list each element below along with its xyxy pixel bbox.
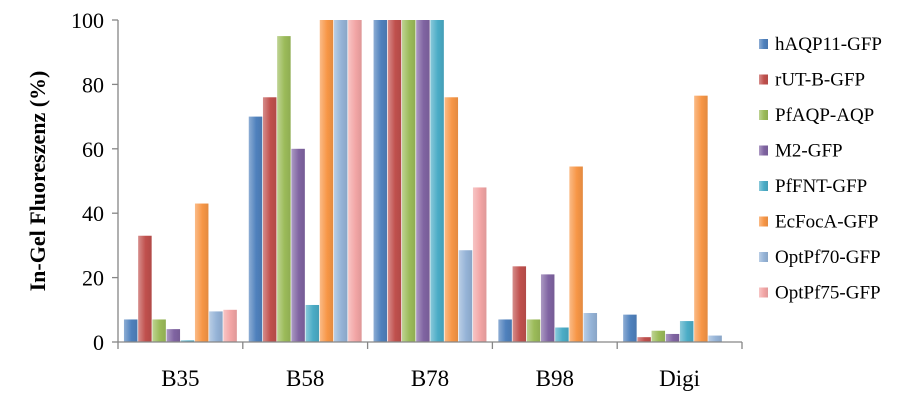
y-tick-label: 100 — [71, 8, 104, 33]
bar-rut-b-gfp-b35 — [138, 235, 152, 342]
legend: hAQP11-GFP rUT-B-GFP PfAQP-AQP M2-GFP PfFNT-… — [759, 34, 882, 304]
legend-label: EcFocA-GFP — [775, 212, 878, 233]
legend-label: hAQP11-GFP — [775, 34, 882, 55]
legend-swatch — [759, 110, 768, 120]
bar-optpf70-gfp-b58 — [333, 20, 348, 342]
legend-swatch — [759, 287, 768, 298]
legend-label: PfFNT-GFP — [775, 176, 867, 197]
bar-pfaqp-aqp-b35 — [152, 319, 166, 342]
bar-haqp11-gfp-b35 — [123, 319, 138, 342]
bar-pfaqp-aqp-b58 — [277, 36, 291, 342]
bar-rut-b-gfp-digi — [637, 337, 651, 342]
bar-m2-gfp-b98 — [540, 274, 555, 342]
legend-label: OptPf75-GFP — [775, 283, 881, 304]
bar-m2-gfp-b78 — [416, 20, 430, 342]
bar-ecfoca-gfp-b98 — [569, 166, 583, 342]
bar-optpf70-gfp-b35 — [209, 311, 223, 342]
bar-m2-gfp-digi — [665, 333, 680, 342]
y-tick-label: 20 — [82, 266, 104, 291]
bar-optpf75-gfp-b35 — [223, 309, 237, 342]
legend-label: rUT-B-GFP — [775, 70, 865, 91]
bar-rut-b-gfp-b98 — [512, 266, 527, 342]
bar-pfaqp-aqp-b98 — [526, 319, 541, 342]
bar-haqp11-gfp-b58 — [248, 116, 263, 342]
x-tick-label: B78 — [411, 366, 449, 391]
bar-pffnt-gfp-b58 — [305, 304, 320, 342]
bar-ecfoca-gfp-b78 — [444, 97, 459, 342]
bar-haqp11-gfp-digi — [623, 314, 637, 342]
bar-optpf70-gfp-digi — [708, 335, 722, 342]
legend-label: M2-GFP — [775, 141, 843, 162]
bar-optpf70-gfp-b98 — [583, 313, 598, 342]
legend-swatch — [759, 74, 768, 85]
legend-swatch — [759, 145, 768, 156]
bar-optpf75-gfp-b58 — [348, 20, 362, 342]
legend-swatch — [759, 216, 768, 227]
legend-label: OptPf70-GFP — [775, 247, 881, 268]
bar-haqp11-gfp-b78 — [373, 20, 388, 342]
legend-label: PfAQP-AQP — [775, 105, 874, 126]
bar-ecfoca-gfp-b35 — [194, 203, 209, 342]
bar-pffnt-gfp-b78 — [430, 20, 444, 342]
bar-optpf75-gfp-b78 — [472, 187, 487, 342]
bar-rut-b-gfp-b58 — [262, 97, 277, 342]
bar-m2-gfp-b58 — [291, 148, 305, 342]
legend-swatch — [759, 181, 768, 191]
axes-layer: 0 20 40 60 80 100 B35 B58 B78 B98 Digi — [71, 8, 743, 391]
legend-swatch — [759, 39, 768, 49]
bar-optpf70-gfp-b78 — [458, 250, 473, 342]
y-tick-label: 60 — [82, 137, 104, 162]
bar-haqp11-gfp-b98 — [498, 319, 512, 342]
x-tick-label: B35 — [161, 366, 199, 391]
bar-m2-gfp-b35 — [166, 329, 181, 342]
x-tick-label: B58 — [286, 366, 324, 391]
bar-pffnt-gfp-b35 — [180, 340, 195, 342]
y-tick-label: 0 — [93, 330, 104, 355]
x-tick-label: Digi — [659, 366, 700, 391]
bar-pffnt-gfp-digi — [679, 321, 694, 342]
bar-pfaqp-aqp-b78 — [401, 20, 416, 342]
y-tick-label: 80 — [82, 72, 104, 97]
y-tick-label: 40 — [82, 201, 104, 226]
x-tick-label: B98 — [536, 366, 574, 391]
bar-ecfoca-gfp-digi — [694, 95, 708, 342]
bar-pfaqp-aqp-digi — [651, 330, 666, 342]
y-axis-label: In-Gel Fluoreszenz (%) — [25, 71, 50, 292]
bar-ecfoca-gfp-b58 — [319, 20, 334, 342]
legend-swatch — [759, 252, 768, 262]
bar-pffnt-gfp-b98 — [555, 327, 569, 342]
bar-rut-b-gfp-b78 — [387, 20, 402, 342]
bars-layer — [123, 20, 722, 342]
